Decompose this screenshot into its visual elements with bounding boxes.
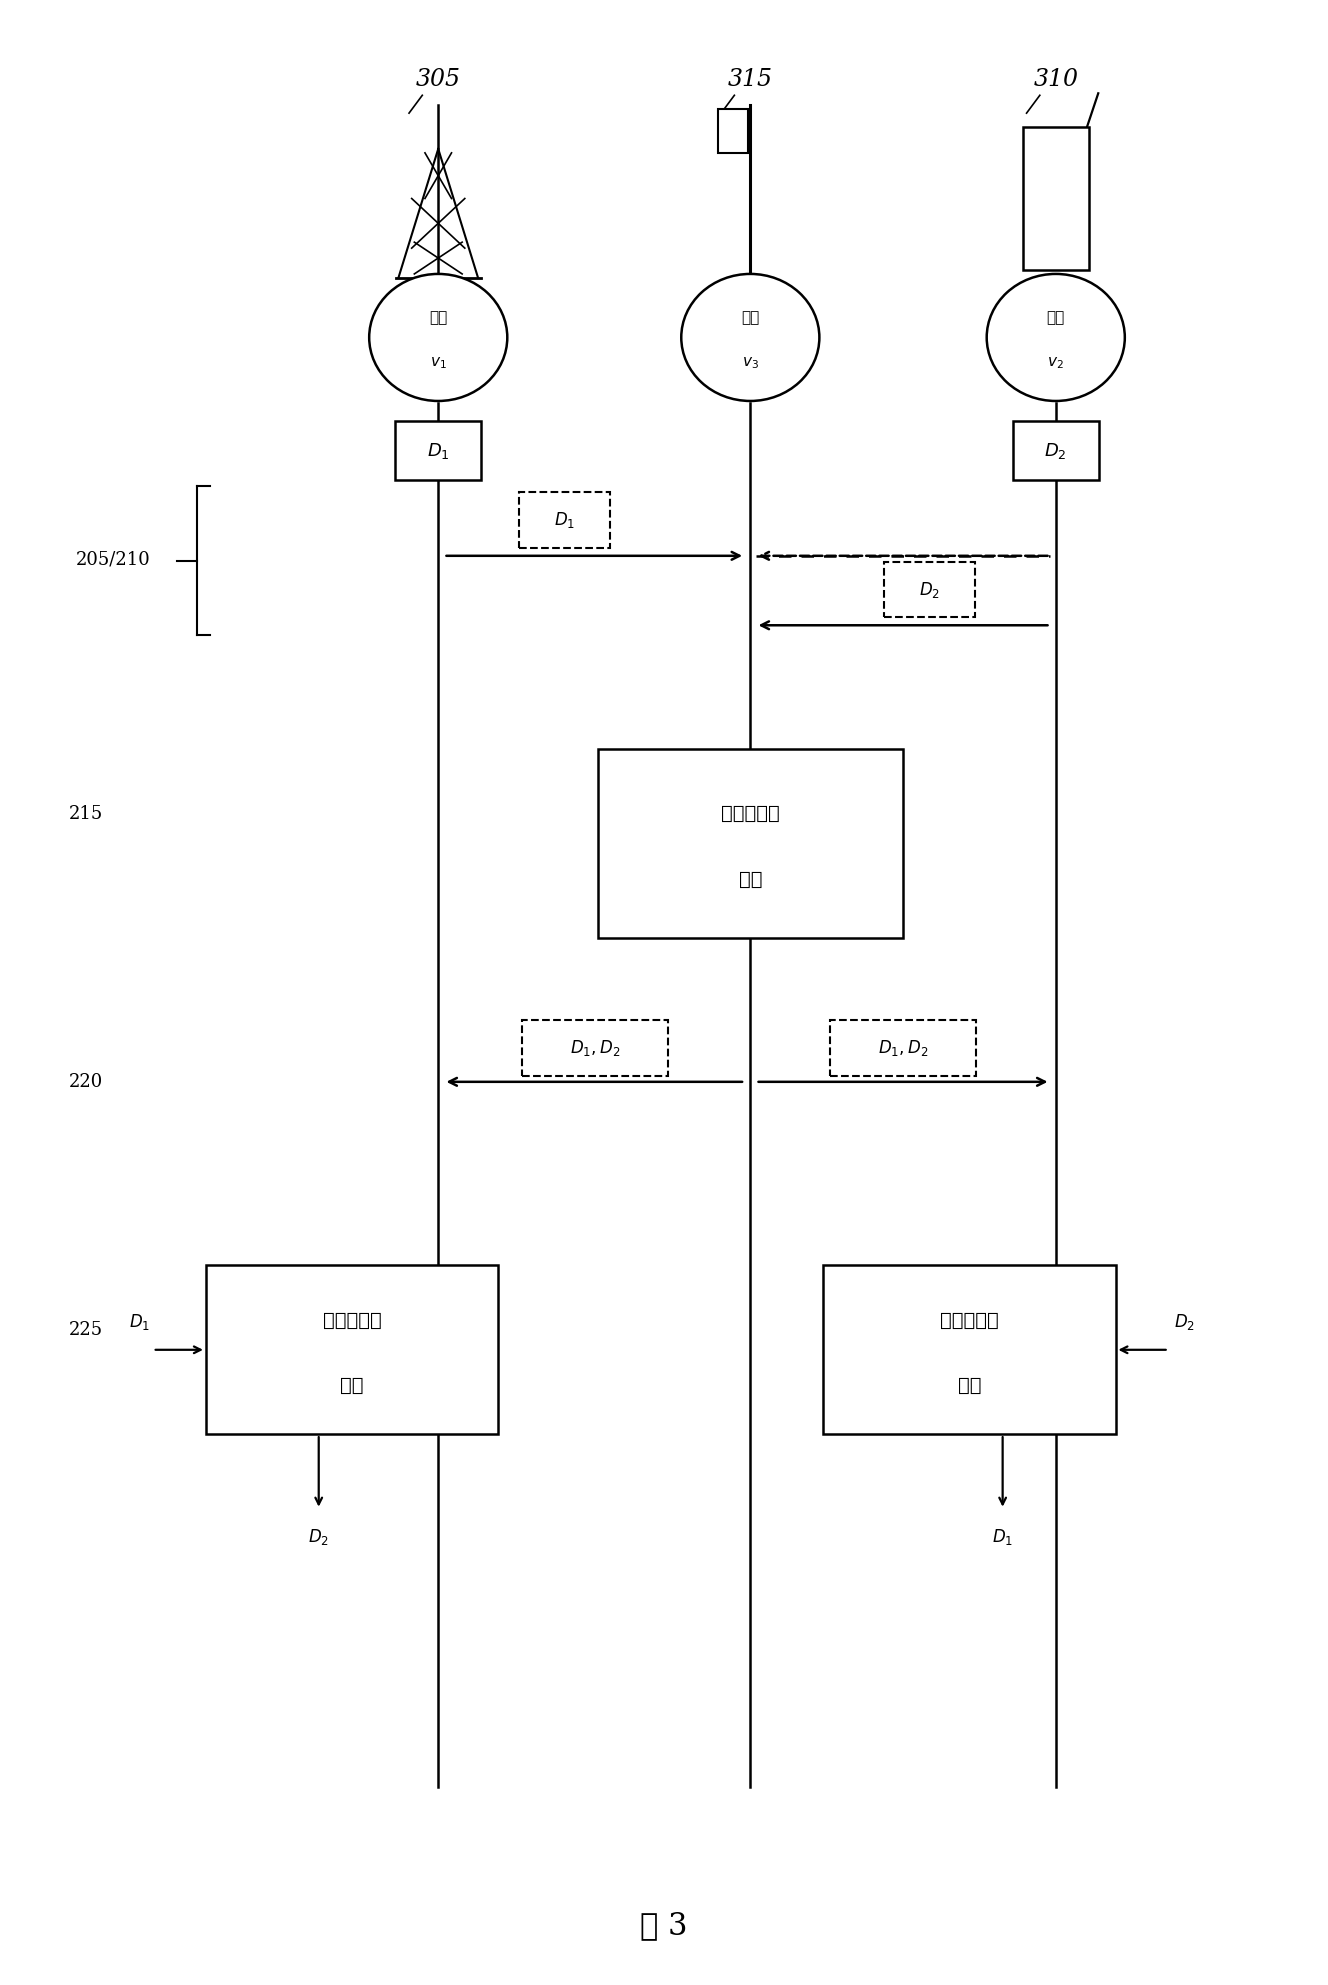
Bar — [396, 421, 481, 480]
Text: 操作: 操作 — [957, 1376, 981, 1395]
Text: 节点: 节点 — [741, 310, 760, 326]
Text: 图 3: 图 3 — [640, 1910, 688, 1941]
Text: $D_2$: $D_2$ — [919, 580, 940, 599]
Ellipse shape — [987, 274, 1125, 401]
Text: 315: 315 — [728, 67, 773, 91]
Text: $D_2$: $D_2$ — [308, 1526, 329, 1548]
Text: $v_3$: $v_3$ — [742, 355, 758, 371]
Text: 205/210: 205/210 — [76, 550, 150, 570]
Bar — [1013, 421, 1100, 480]
Text: 非线性编码: 非线性编码 — [721, 804, 780, 824]
Text: 节点: 节点 — [429, 310, 448, 326]
Text: 操作: 操作 — [340, 1376, 364, 1395]
Text: $D_2$: $D_2$ — [1174, 1312, 1195, 1332]
Text: 215: 215 — [69, 804, 104, 824]
Text: $v_1$: $v_1$ — [430, 355, 446, 371]
Bar — [519, 492, 610, 548]
Text: $D_1,D_2$: $D_1,D_2$ — [570, 1038, 620, 1058]
Text: 225: 225 — [69, 1320, 104, 1340]
Text: 节点: 节点 — [1046, 310, 1065, 326]
Text: $D_1$: $D_1$ — [129, 1312, 150, 1332]
Bar — [718, 109, 748, 153]
Text: 310: 310 — [1033, 67, 1078, 91]
Text: $D_1$: $D_1$ — [992, 1526, 1013, 1548]
Bar — [884, 562, 975, 617]
Text: $v_2$: $v_2$ — [1048, 355, 1064, 371]
FancyBboxPatch shape — [1023, 127, 1089, 270]
Bar — [522, 1020, 668, 1076]
Text: $D_1$: $D_1$ — [426, 441, 450, 461]
Text: 220: 220 — [69, 1072, 104, 1092]
Text: 305: 305 — [416, 67, 461, 91]
Ellipse shape — [681, 274, 819, 401]
Ellipse shape — [369, 274, 507, 401]
Bar — [830, 1020, 976, 1076]
Bar — [598, 748, 903, 937]
Text: 非线性解码: 非线性解码 — [323, 1310, 381, 1330]
Text: $D_2$: $D_2$ — [1044, 441, 1068, 461]
Text: 非线性解码: 非线性解码 — [940, 1310, 999, 1330]
Text: $D_1$: $D_1$ — [554, 510, 575, 530]
Text: 操作: 操作 — [738, 869, 762, 889]
Text: $D_1,D_2$: $D_1,D_2$ — [878, 1038, 928, 1058]
Bar — [206, 1266, 498, 1433]
Bar — [823, 1266, 1116, 1433]
